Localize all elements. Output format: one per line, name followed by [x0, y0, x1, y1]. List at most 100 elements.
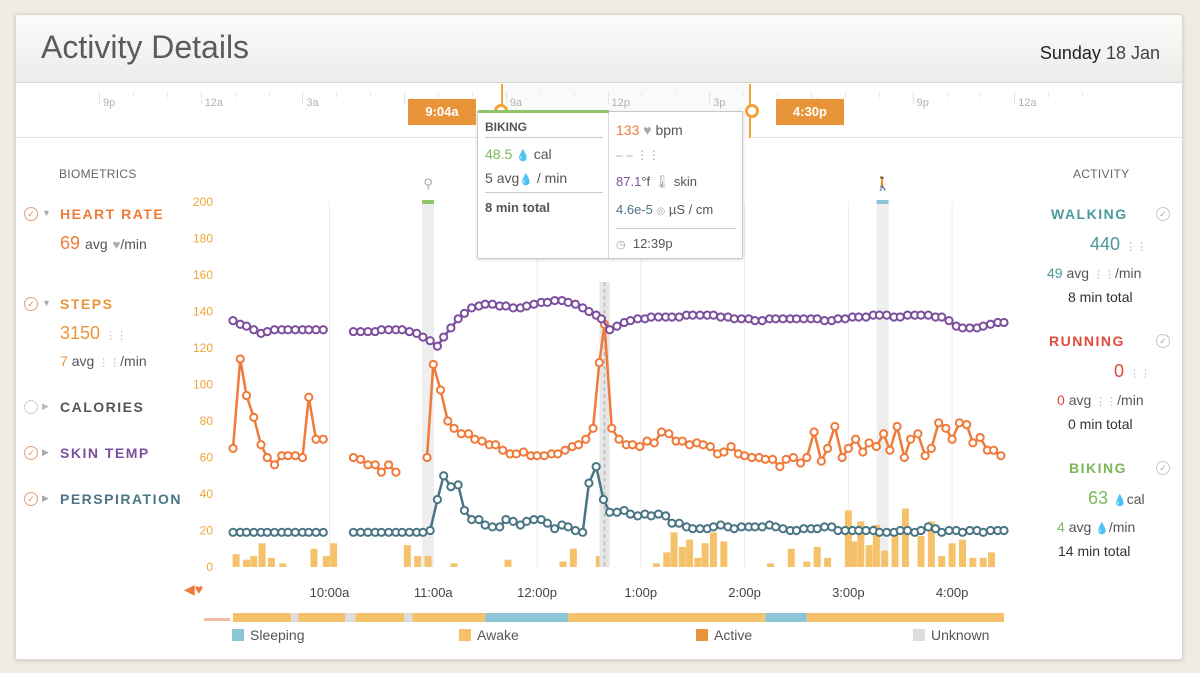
bike-icon: ⚲: [423, 177, 433, 192]
range-end-label[interactable]: 4:30p: [776, 99, 844, 125]
activity-state-segment: [345, 613, 356, 622]
series-point: [422, 452, 432, 463]
series-point: [605, 507, 615, 517]
steps-bar: [844, 510, 852, 567]
timeline-tick: [709, 92, 711, 104]
steps-bar: [279, 563, 287, 567]
steps-bar: [310, 548, 318, 567]
series-point: [788, 452, 798, 463]
series-point: [612, 321, 622, 331]
series-point: [661, 511, 671, 521]
running-toggle[interactable]: ✓: [1156, 334, 1170, 348]
legend-label: Awake: [477, 627, 519, 643]
activity-state-segment: [233, 613, 292, 622]
series-point: [487, 522, 498, 532]
series-point: [965, 525, 975, 536]
steps-bar: [686, 539, 694, 567]
series-point: [235, 354, 245, 364]
timeline-tick: [810, 92, 812, 104]
clock-icon: ◷: [616, 239, 626, 251]
timeline-tick-label: 12a: [1018, 97, 1037, 109]
series-point: [501, 514, 511, 525]
biking-cal: 63 💧cal: [1088, 488, 1145, 509]
unchecked-icon[interactable]: ✓: [24, 400, 38, 414]
running-avg-unit: avg: [1068, 392, 1092, 408]
series-point: [965, 323, 975, 333]
caret-right-icon[interactable]: ▶: [42, 401, 49, 411]
series-point: [916, 525, 926, 536]
heart-toggle-icon[interactable]: ◀♥: [184, 581, 204, 597]
activity-title: ACTIVITY: [1073, 167, 1130, 181]
biking-toggle[interactable]: ✓: [1156, 461, 1170, 475]
timeline-minor-tick: [539, 92, 541, 98]
activity-state-segment: [765, 613, 807, 622]
tooltip-total: 8 min total: [485, 200, 551, 215]
steps-bar: [250, 556, 258, 567]
timeline-tick: [912, 92, 914, 104]
series-point: [802, 452, 812, 463]
series-point: [968, 438, 978, 448]
biometrics-chart[interactable]: ⚲ 🚶 0 20 40 60 80 100 120 140 160 180 200 10:00a 11:00…: [176, 155, 1021, 625]
series-point: [470, 434, 480, 444]
steps-bar: [267, 557, 275, 567]
caret-down-icon[interactable]: ▼: [42, 208, 51, 218]
steps-bar: [652, 563, 660, 567]
series-point: [757, 316, 767, 326]
series-point: [591, 462, 601, 472]
range-end-handle[interactable]: [745, 104, 759, 118]
caret-right-icon[interactable]: ▶: [42, 447, 49, 457]
drop-icon: 💧: [1113, 495, 1127, 507]
check-icon[interactable]: ✓: [24, 207, 38, 221]
series-point: [791, 525, 802, 536]
series-point: [937, 312, 947, 322]
biking-cal-value: 63: [1088, 488, 1109, 508]
series-point: [304, 392, 314, 402]
series-point: [975, 432, 985, 443]
heart-rate-unit: avg: [85, 236, 108, 252]
series-point: [614, 434, 624, 444]
series-point: [985, 525, 996, 536]
check-icon[interactable]: ✓: [24, 297, 38, 311]
series-point: [318, 434, 328, 444]
range-start-label[interactable]: 9:04a: [408, 99, 476, 125]
series-point: [542, 297, 553, 307]
series-point: [249, 527, 259, 537]
walking-toggle[interactable]: ✓: [1156, 207, 1170, 221]
x-tick-label: 11:00a: [414, 585, 454, 600]
activity-panel: ACTIVITY WALKING ✓ 440 ⋮⋮ 49 avg ⋮⋮/min …: [1026, 145, 1182, 565]
steps-bar: [891, 534, 899, 567]
activity-details-window: Activity Details Sunday 18 Jan 9p12a3a6a…: [15, 14, 1183, 660]
perspiration-icon: ◎: [656, 206, 666, 217]
check-icon[interactable]: ✓: [24, 446, 38, 460]
footprints-icon: ⋮⋮: [105, 330, 128, 342]
timeline-minor-tick: [1082, 92, 1084, 98]
legend-swatch: [232, 629, 244, 641]
series-point: [882, 527, 892, 537]
steps-per: /min: [120, 353, 147, 369]
y-tick-label: 180: [193, 232, 213, 246]
tooltip-persp-value: 4.6e-5: [616, 202, 653, 217]
series-point: [318, 527, 328, 537]
timeline-minor-tick: [438, 92, 439, 98]
series-point: [269, 325, 280, 335]
check-icon[interactable]: ✓: [24, 492, 38, 506]
x-tick-label: 1:00p: [625, 585, 658, 600]
series-point: [809, 427, 819, 437]
caret-down-icon[interactable]: ▼: [42, 298, 51, 308]
steps-bar: [948, 543, 956, 567]
series-point: [477, 436, 487, 446]
y-tick-label: 200: [193, 195, 213, 209]
series-point: [262, 452, 272, 463]
series-point: [962, 420, 972, 430]
footprints-icon: ⋮⋮: [98, 357, 121, 369]
series-point: [633, 511, 643, 521]
series-point: [874, 310, 885, 320]
series-point: [653, 312, 664, 322]
activity-state-segment: [485, 613, 569, 622]
steps-bar: [559, 561, 567, 567]
series-point: [480, 299, 490, 309]
steps-bar: [504, 559, 512, 567]
timeline-minor-tick: [370, 92, 372, 98]
running-per: /min: [1117, 392, 1144, 408]
caret-right-icon[interactable]: ▶: [42, 493, 49, 503]
